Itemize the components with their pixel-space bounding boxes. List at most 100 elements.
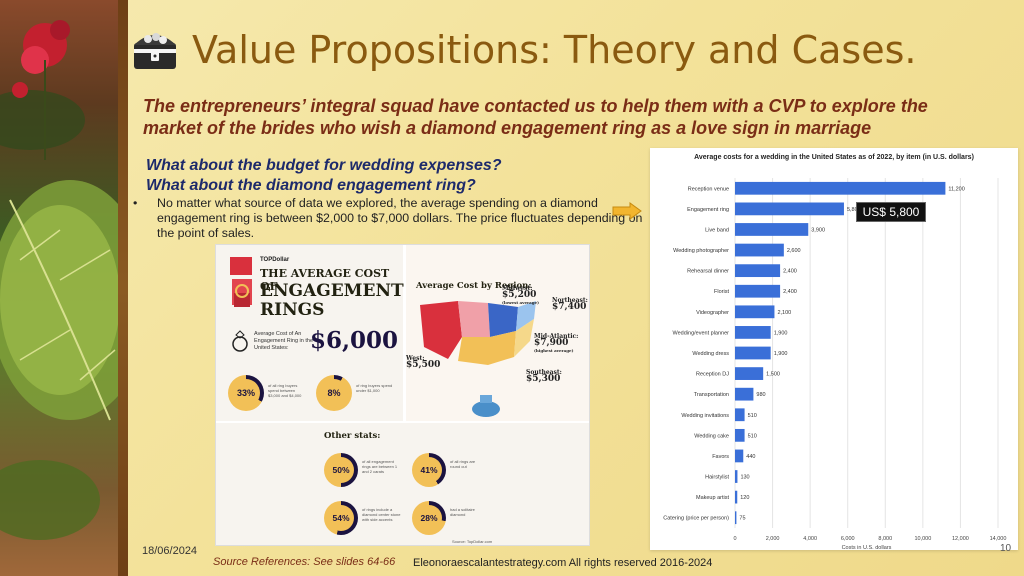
- region-southeast-name: Southeast:: [526, 369, 562, 376]
- category-label: Transportation: [694, 392, 729, 398]
- category-label: Live band: [705, 227, 729, 233]
- chart-plot: 0 2,000 4,000 6,000 8,000 10,000 12,000 14,000 C…: [663, 178, 1007, 550]
- bar: [735, 326, 771, 339]
- questions: What about the budget for wedding expens…: [146, 156, 502, 196]
- x-tick-label: 2,000: [766, 536, 780, 542]
- stat-pie-50: 50%: [324, 453, 358, 487]
- category-label: Wedding cake: [694, 433, 729, 439]
- region-mid-atlantic-value: $7,900: [534, 338, 569, 348]
- stat-28-label: 28%: [416, 505, 442, 531]
- region-west-name: West:: [406, 355, 425, 362]
- region-mid-atlantic-name: Mid-Atlantic:: [534, 333, 579, 340]
- category-label: Wedding photographer: [673, 248, 729, 254]
- stat-28-note: had a solitaire diamond: [450, 507, 475, 517]
- region-northeast: Northeast: $7,400: [552, 297, 588, 312]
- botanical-illustration: [0, 20, 118, 540]
- category-label: Engagement ring: [687, 207, 729, 213]
- category-label: Favors: [712, 454, 729, 460]
- bar: [735, 367, 764, 380]
- bar: [735, 387, 754, 401]
- engagement-ring-infographic: TOPDollar THE AVERAGE COST OF ENGAGEMENT…: [215, 244, 590, 546]
- us-region-map: [420, 301, 536, 365]
- value-label: 1,900: [774, 351, 788, 357]
- subtitle: The entrepreneurs’ integral squad have c…: [143, 95, 1003, 139]
- region-map-title: Average Cost by Region:: [416, 281, 532, 291]
- pie-33-note: of all ring buyers spend between $3,000 …: [268, 383, 302, 398]
- category-label: Reception DJ: [696, 372, 729, 378]
- infographic-region-panel: Average Cost by Region: Midwest: $5,200 …: [406, 245, 589, 421]
- brand-label: TOPDollar: [260, 257, 290, 263]
- bar: [735, 243, 784, 257]
- stat-41-label: 41%: [416, 457, 442, 483]
- category-label: Makeup artist: [696, 495, 729, 501]
- value-label: 980: [756, 392, 765, 398]
- bar: [735, 449, 744, 463]
- region-midwest-name: Midwest:: [502, 285, 533, 292]
- stat-54-note: of rings include a diamond center stone …: [362, 507, 401, 522]
- region-west-value: $5,500: [406, 360, 441, 370]
- category-label: Videographer: [696, 310, 729, 316]
- x-tick-label: 6,000: [841, 536, 855, 542]
- average-cost-value: $6,000: [310, 327, 399, 354]
- infographic-cost-panel: TOPDollar THE AVERAGE COST OF ENGAGEMENT…: [216, 245, 404, 421]
- region-southeast-value: $5,300: [526, 374, 561, 384]
- arrow-right-icon: [612, 202, 642, 220]
- x-tick-label: 4,000: [803, 536, 817, 542]
- engagement-ring-callout: US$ 5,800: [856, 202, 926, 222]
- pie-8-note: of ring buyers spend under $1,000: [356, 383, 393, 393]
- x-tick-label: 0: [733, 536, 736, 542]
- value-label: 1,500: [766, 372, 780, 378]
- x-tick-label: 10,000: [914, 536, 931, 542]
- region-southeast: Southeast: $5,300: [526, 369, 562, 384]
- average-cost-label: Average Cost of An Engagement Ring in th…: [254, 331, 314, 351]
- page-title: Value Propositions: Theory and Cases.: [192, 28, 917, 72]
- region-northeast-name: Northeast:: [552, 297, 588, 304]
- bar: [735, 305, 775, 319]
- x-axis-label: Costs in U.S. dollars: [842, 545, 892, 550]
- bar: [735, 490, 738, 504]
- value-label: 130: [740, 475, 749, 481]
- category-label: Wedding/event planner: [673, 330, 730, 336]
- category-label: Hairstylist: [705, 475, 729, 481]
- pie-8-label: 8%: [320, 379, 348, 407]
- slide-date: 18/06/2024: [142, 545, 198, 557]
- subtitle-line-1: The entrepreneurs’ integral squad have c…: [143, 96, 928, 116]
- bar: [735, 284, 781, 298]
- value-label: 75: [739, 516, 745, 522]
- stat-41-note: of all rings are round cut: [450, 459, 476, 469]
- chart-title: Average costs for a wedding in the Unite…: [694, 154, 974, 161]
- ring-box-icon: [230, 257, 252, 307]
- bullet-point: • No matter what source of data we explo…: [133, 196, 643, 241]
- wedding-cost-chart: Average costs for a wedding in the Unite…: [650, 148, 1018, 550]
- category-label: Rehearsal dinner: [687, 269, 729, 275]
- source-references: Source References: See slides 64-66: [213, 556, 396, 568]
- x-tick-label: 14,000: [990, 536, 1007, 542]
- page-number: 10: [1000, 543, 1012, 554]
- question-budget: What about the budget for wedding expens…: [146, 157, 502, 174]
- value-label: 1,900: [774, 330, 788, 336]
- bullet-text: No matter what source of data we explore…: [157, 196, 643, 240]
- x-tick-label: 8,000: [878, 536, 892, 542]
- infographic-title-line-2: ENGAGEMENT: [260, 281, 404, 301]
- category-label: Wedding dress: [692, 351, 729, 357]
- stat-pie-41: 41%: [412, 453, 446, 487]
- ring-icon: [232, 330, 248, 352]
- bar: [735, 511, 737, 525]
- stat-50-note: of all engagement rings are between 1 an…: [362, 459, 398, 474]
- region-midwest: Midwest: $5,200 (lowest average): [502, 285, 539, 306]
- region-midwest-value: $5,200: [502, 290, 537, 300]
- pie-33-label: 33%: [232, 379, 260, 407]
- bar: [735, 470, 738, 483]
- bar: [735, 202, 844, 216]
- bar: [735, 223, 809, 236]
- pie-33-percent: 33%: [228, 375, 264, 411]
- stat-50-label: 50%: [328, 457, 354, 483]
- region-mid-atlantic: Mid-Atlantic: $7,900 (highest average): [534, 333, 578, 354]
- region-northeast-value: $7,400: [552, 302, 587, 312]
- value-label: 5,800: [847, 207, 861, 213]
- value-label: 120: [740, 495, 749, 501]
- infographic-credit: Source: TopDollar.com: [452, 539, 493, 544]
- bar: [735, 408, 745, 422]
- money-bag-icon: [472, 395, 500, 417]
- bar: [735, 181, 946, 195]
